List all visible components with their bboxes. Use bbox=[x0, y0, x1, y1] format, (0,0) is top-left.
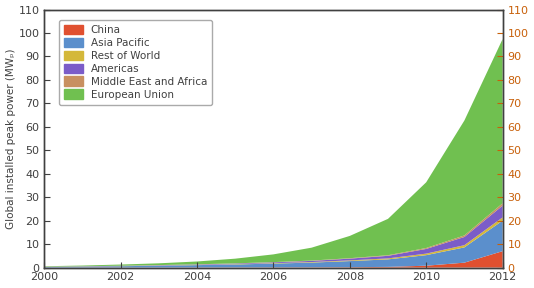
Y-axis label: Global installed peak power (MWₚ): Global installed peak power (MWₚ) bbox=[5, 48, 15, 229]
Legend: China, Asia Pacific, Rest of World, Americas, Middle East and Africa, European U: China, Asia Pacific, Rest of World, Amer… bbox=[59, 20, 213, 105]
